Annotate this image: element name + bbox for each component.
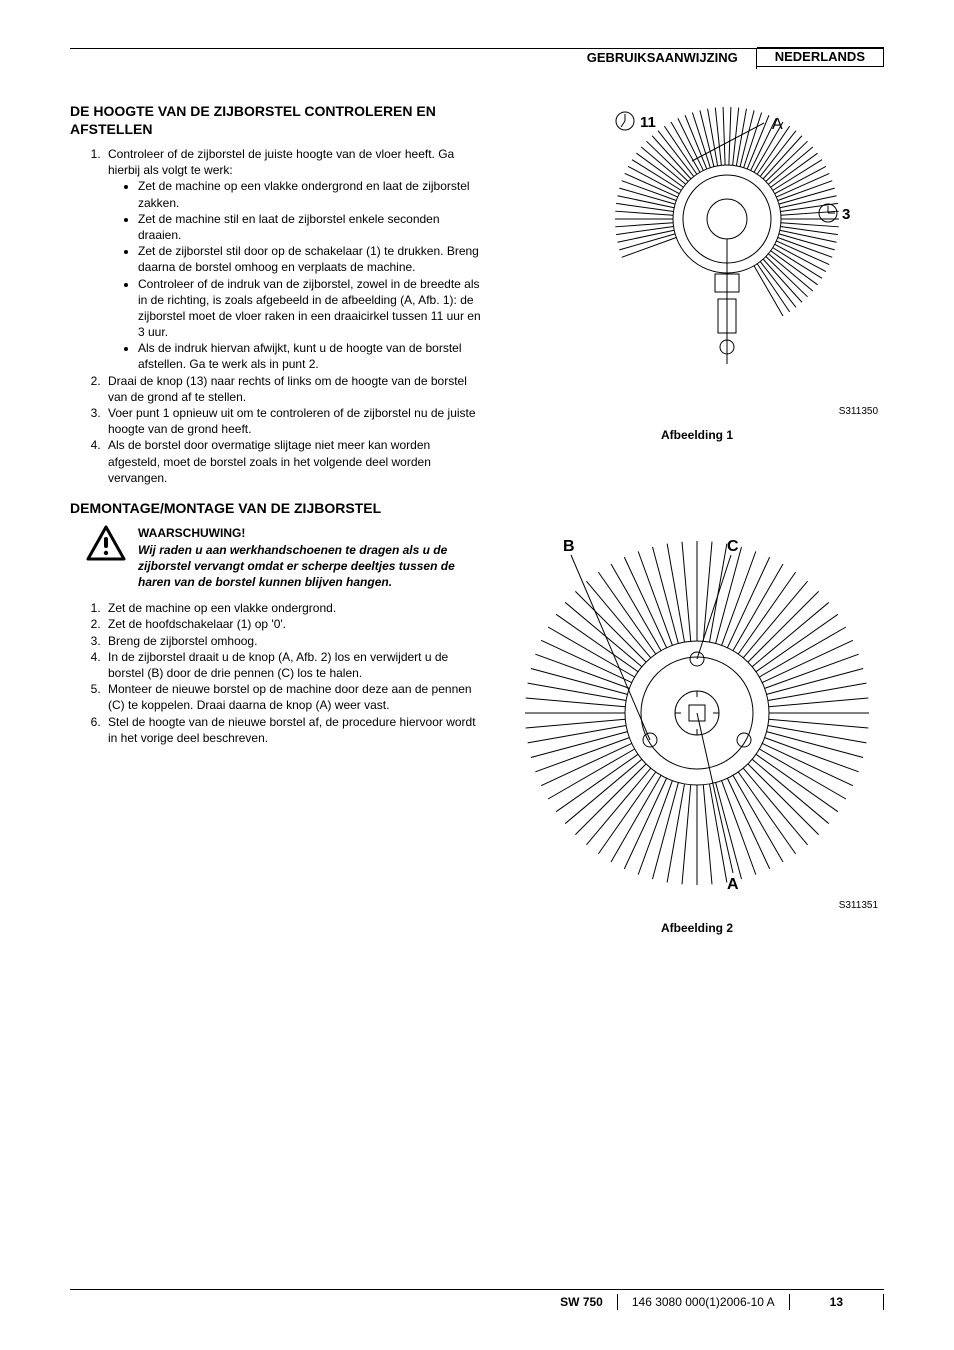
fig2-label-B: B — [563, 538, 575, 555]
footer-model: SW 750 — [546, 1294, 618, 1310]
section1-title: DE HOOGTE VAN DE ZIJBORSTEL CONTROLEREN … — [70, 103, 482, 138]
list-item: Stel de hoogte van de nieuwe borstel af,… — [104, 714, 482, 746]
list-item: Als de indruk hiervan afwijkt, kunt u de… — [138, 340, 482, 372]
fig2-label-C: C — [727, 538, 739, 555]
section2-list: Zet de machine op een vlakke ondergrond.… — [70, 600, 482, 746]
fig2-label-A: A — [727, 876, 739, 893]
footer-page: 13 — [790, 1294, 884, 1310]
section2-title: DEMONTAGE/MONTAGE VAN DE ZIJBORSTEL — [70, 500, 482, 518]
footer-doc: 146 3080 000(1)2006-10 A — [618, 1294, 790, 1310]
warning-block: WAARSCHUWING! Wij raden u aan werkhandsc… — [86, 525, 482, 590]
fig1-label-11: 11 — [640, 114, 656, 131]
header-doc-type: GEBRUIKSAANWIJZING — [587, 49, 757, 69]
fig1-label-A: A — [772, 116, 783, 133]
section1-list: Controleer of de zijborstel de juiste ho… — [70, 146, 482, 486]
list-item: Draai de knop (13) naar rechts of links … — [104, 373, 482, 405]
list-item: In de zijborstel draait u de knop (A, Af… — [104, 649, 482, 681]
warning-icon — [86, 525, 126, 590]
text-column: DE HOOGTE VAN DE ZIJBORSTEL CONTROLEREN … — [70, 99, 482, 976]
step1-intro: Controleer of de zijborstel de juiste ho… — [108, 147, 454, 177]
list-item: Controleer of de indruk van de zijborste… — [138, 276, 482, 341]
figure1-id: S311350 — [510, 405, 884, 419]
list-item: Zet de machine op een vlakke ondergrond. — [104, 600, 482, 616]
step1-sublist: Zet de machine op een vlakke ondergrond … — [108, 178, 482, 372]
list-item: Zet de hoofdschakelaar (1) op '0'. — [104, 616, 482, 632]
list-item: Controleer of de zijborstel de juiste ho… — [104, 146, 482, 373]
figure2-id: S311351 — [510, 899, 884, 913]
content-columns: DE HOOGTE VAN DE ZIJBORSTEL CONTROLEREN … — [70, 99, 884, 976]
footer-spacer — [70, 1294, 546, 1310]
figure1-caption: Afbeelding 1 — [510, 427, 884, 443]
figure-1: 11 A 3 S311350 Afbeelding 1 — [510, 99, 884, 443]
list-item: Als de borstel door overmatige slijtage … — [104, 437, 482, 486]
list-item: Breng de zijborstel omhoog. — [104, 633, 482, 649]
warning-text: WAARSCHUWING! Wij raden u aan werkhandsc… — [138, 525, 482, 590]
fig1-label-3: 3 — [842, 206, 850, 223]
figure-column: 11 A 3 S311350 Afbeelding 1 — [510, 99, 884, 976]
list-item: Voer punt 1 opnieuw uit om te controlere… — [104, 405, 482, 437]
warning-body: Wij raden u aan werkhandschoenen te drag… — [138, 542, 482, 591]
figure2-caption: Afbeelding 2 — [510, 920, 884, 936]
header-language: NEDERLANDS — [757, 47, 884, 67]
figure-2: B C A S311351 Afbeelding 2 — [510, 533, 884, 937]
list-item: Zet de machine op een vlakke ondergrond … — [138, 178, 482, 210]
warning-title: WAARSCHUWING! — [138, 525, 482, 541]
list-item: Monteer de nieuwe borstel op de machine … — [104, 681, 482, 713]
page-header: GEBRUIKSAANWIJZING NEDERLANDS — [70, 49, 884, 69]
list-item: Zet de zijborstel stil door op de schake… — [138, 243, 482, 275]
page-footer: SW 750 146 3080 000(1)2006-10 A 13 — [70, 1289, 884, 1310]
list-item: Zet de machine stil en laat de zijborste… — [138, 211, 482, 243]
